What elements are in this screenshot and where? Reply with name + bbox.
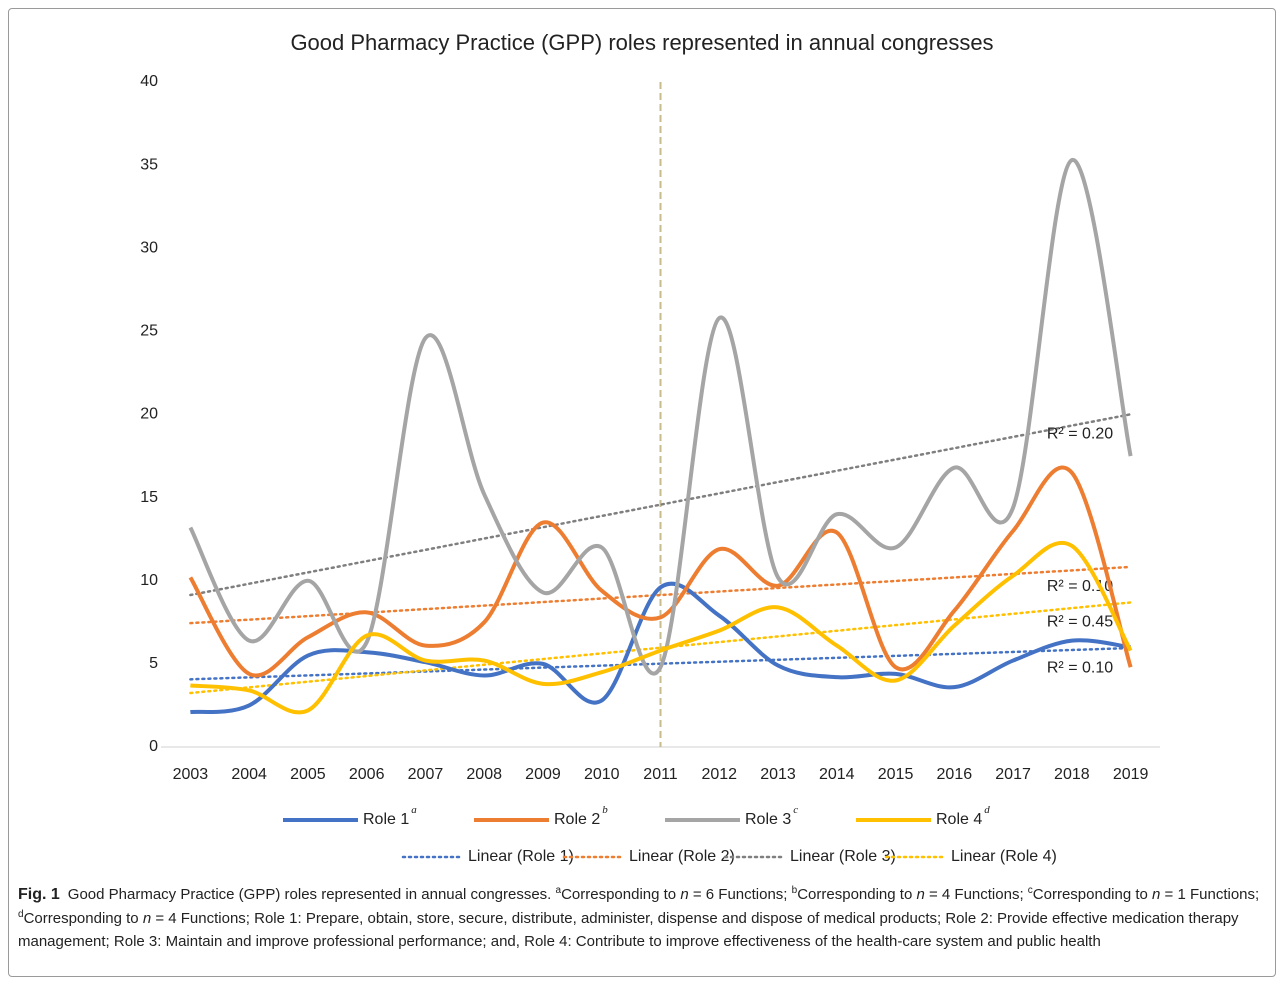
legend-name: Role 2 (554, 811, 600, 828)
x-tick-label: 2013 (760, 766, 796, 783)
y-tick-label: 35 (140, 156, 158, 173)
x-tick-label: 2014 (819, 766, 855, 783)
y-tick-label: 15 (140, 489, 158, 506)
legend-superscript: a (411, 804, 417, 816)
x-tick-label: 2009 (525, 766, 561, 783)
caption-label: Fig. 1 (18, 886, 60, 903)
y-tick-label: 25 (140, 323, 158, 340)
x-tick-label: 2005 (290, 766, 326, 783)
legend-label: Linear (Role 4) (951, 848, 1057, 865)
caption: Fig. 1 Good Pharmacy Practice (GPP) roles… (18, 883, 1268, 954)
caption-text: n (680, 886, 689, 903)
r2-label: R² = 0.45 (1047, 614, 1113, 631)
y-tick-label: 0 (149, 738, 158, 755)
caption-text: d (18, 908, 24, 920)
x-tick-label: 2016 (937, 766, 973, 783)
trendline (189, 601, 1132, 695)
caption-text: Corresponding to (561, 886, 681, 903)
x-tick-label: 2004 (231, 766, 267, 783)
y-tick-label: 20 (140, 406, 158, 423)
caption-text: n (1152, 886, 1161, 903)
legend-superscript: c (793, 804, 798, 816)
x-tick-label: 2015 (878, 766, 914, 783)
caption-text: Corresponding to (23, 909, 143, 927)
legend-label: Role 3c (745, 804, 798, 829)
legend-name: Role 4 (936, 811, 982, 828)
caption-text: Corresponding to (797, 886, 917, 903)
caption-text: c (1027, 885, 1033, 896)
x-tick-label: 2017 (995, 766, 1031, 783)
series-line (190, 540, 1133, 715)
legend-label: Role 1a (363, 804, 417, 829)
legend-label: Linear (Role 2) (629, 848, 735, 865)
r2-label: R² = 0.10 (1047, 659, 1113, 676)
x-tick-label: 2018 (1054, 766, 1090, 783)
caption-text: n (916, 886, 925, 903)
legend-label: Linear (Role 3) (790, 848, 896, 865)
trendline (189, 413, 1132, 597)
series-line (188, 465, 1133, 678)
caption-text: b (791, 885, 798, 896)
figure-frame (8, 8, 1276, 977)
x-tick-label: 2012 (701, 766, 737, 783)
caption-text: = 1 Functions; (1160, 886, 1260, 903)
x-tick-label: 2006 (349, 766, 385, 783)
legend-superscript: b (602, 804, 608, 816)
x-tick-label: 2008 (466, 766, 502, 783)
x-tick-label: 2003 (173, 766, 209, 783)
legend-label: Role 4d (936, 804, 990, 829)
caption-text: = 4 Functions; (924, 886, 1028, 903)
r2-label: R² = 0.20 (1047, 426, 1113, 443)
legend-name: Role 1 (363, 811, 409, 828)
x-tick-label: 2011 (643, 766, 678, 783)
caption-text: n (142, 909, 152, 927)
y-tick-label: 30 (140, 239, 158, 256)
x-tick-label: 2019 (1113, 766, 1149, 783)
legend-label: Role 2b (554, 804, 608, 829)
caption-text: a (555, 885, 562, 896)
caption-text: Good Pharmacy Practice (GPP) roles repre… (67, 886, 556, 903)
caption-text: Corresponding to (1032, 886, 1153, 903)
y-tick-label: 5 (149, 655, 158, 672)
y-tick-label: 10 (140, 572, 158, 589)
legend-superscript: d (984, 804, 990, 816)
y-tick-label: 40 (140, 73, 158, 90)
chart-title: Good Pharmacy Practice (GPP) roles repre… (290, 30, 993, 55)
x-tick-label: 2007 (408, 766, 444, 783)
chart: Good Pharmacy Practice (GPP) roles repre… (140, 30, 1160, 865)
caption-text: = 6 Functions; (688, 886, 792, 903)
x-tick-label: 2010 (584, 766, 620, 783)
caption-text: = 4 Functions; Role 1: Prepare, obtain, … (18, 909, 1239, 951)
legend-name: Role 3 (745, 811, 791, 828)
legend-label: Linear (Role 1) (468, 848, 574, 865)
